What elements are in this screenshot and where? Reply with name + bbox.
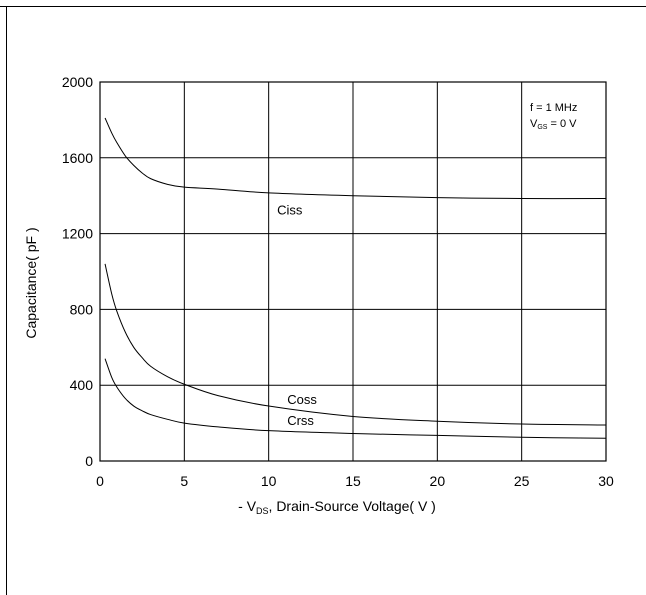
frequency-annotation: f = 1 MHz: [530, 102, 577, 114]
y-tick-labels: 0 400 800 1200 1600 2000: [62, 74, 93, 469]
x-tick-label-0: 0: [96, 473, 104, 489]
y-tick-label-0: 0: [85, 453, 93, 469]
x-tick-label-10: 10: [261, 473, 277, 489]
x-axis-title-prefix: - V: [238, 498, 257, 514]
x-axis-title-suffix: , Drain-Source Voltage( V ): [269, 498, 436, 514]
plot-area-border: [99, 81, 607, 462]
y-tick-label-1200: 1200: [62, 226, 93, 242]
x-tick-label-5: 5: [180, 473, 188, 489]
y-axis-title: Capacitance( pF ): [23, 227, 39, 338]
page-frame-left: [6, 6, 7, 595]
x-tick-label-20: 20: [430, 473, 446, 489]
page-frame-top: [0, 6, 646, 7]
y-tick-label-1600: 1600: [62, 150, 93, 166]
series-labels: Ciss Coss Crss: [277, 203, 317, 428]
series-label-ciss: Ciss: [277, 203, 303, 218]
y-tick-label-400: 400: [70, 377, 94, 393]
y-tick-label-2000: 2000: [62, 74, 93, 90]
y-tick-label-800: 800: [70, 301, 94, 317]
series-label-crss: Crss: [287, 413, 314, 428]
x-tick-label-30: 30: [598, 473, 614, 489]
grid: [99, 81, 607, 462]
x-axis-title: - VDS, Drain-Source Voltage( V ): [238, 498, 436, 516]
vgs-annotation-sub: GS: [537, 124, 547, 131]
series-line-ciss: [104, 117, 607, 200]
series-line-crss: [104, 358, 607, 439]
x-tick-labels: 0 5 10 15 20 25 30: [96, 473, 614, 489]
x-tick-label-25: 25: [514, 473, 530, 489]
vgs-annotation-prefix: V: [530, 118, 538, 130]
series-lines: [104, 117, 607, 439]
series-line-coss: [104, 263, 607, 426]
series-label-coss: Coss: [287, 392, 317, 407]
vgs-annotation-suffix: = 0 V: [547, 118, 577, 130]
vgs-annotation: VGS = 0 V: [530, 118, 577, 131]
x-axis-title-sub: DS: [256, 506, 269, 516]
x-tick-label-15: 15: [345, 473, 361, 489]
